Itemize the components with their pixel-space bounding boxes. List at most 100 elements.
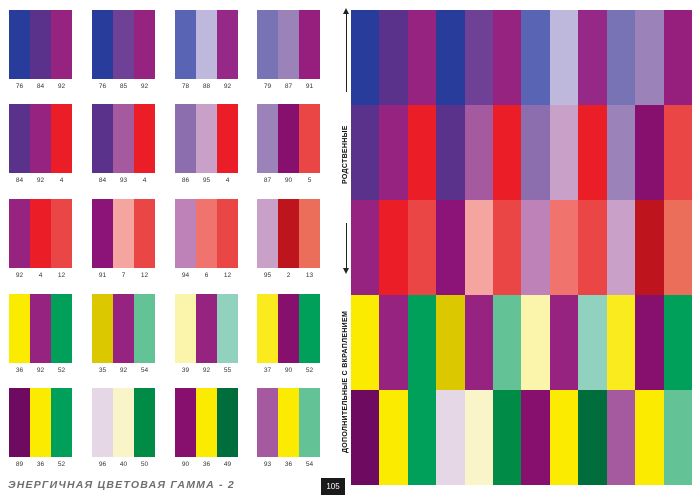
color-strip	[196, 10, 217, 79]
color-strip	[51, 10, 72, 79]
color-strip	[9, 104, 30, 173]
grid-color-cell	[606, 10, 636, 105]
page-number: 105	[321, 478, 345, 495]
swatch-number: 89	[15, 461, 24, 468]
grid-color-cell	[379, 295, 408, 390]
color-strip	[113, 199, 134, 268]
color-strip	[217, 10, 238, 79]
swatch-number: 12	[140, 272, 149, 279]
color-swatch-card	[92, 199, 155, 268]
swatch-number: 92	[140, 83, 149, 90]
grid-color-cell	[379, 10, 408, 105]
swatch-number: 12	[57, 272, 66, 279]
color-strip	[175, 10, 196, 79]
color-strip	[175, 199, 196, 268]
color-swatch-card	[175, 294, 238, 363]
color-strip	[217, 104, 238, 173]
color-strip	[175, 294, 196, 363]
grid-color-cell	[606, 295, 636, 390]
color-strip	[30, 294, 51, 363]
arrow-line-top	[346, 12, 347, 92]
swatch-number-row: 94 6 12	[175, 270, 238, 282]
color-strip	[299, 199, 320, 268]
grid-color-cell	[436, 10, 465, 105]
color-swatch-card	[92, 294, 155, 363]
grid-color-cell	[606, 200, 636, 295]
color-strip	[175, 104, 196, 173]
color-combination-grid	[351, 10, 692, 485]
color-strip	[51, 199, 72, 268]
color-strip	[92, 10, 113, 79]
color-strip	[51, 104, 72, 173]
grid-color-cell	[549, 295, 579, 390]
grid-color-cell	[606, 390, 636, 485]
swatch-number: 35	[98, 367, 107, 374]
swatch-number-row: 84 92 4	[9, 175, 72, 187]
grid-color-cell	[549, 105, 579, 200]
color-strip	[51, 294, 72, 363]
grid-color-cell	[379, 105, 408, 200]
grid-color-cell	[493, 295, 522, 390]
swatch-number: 36	[202, 461, 211, 468]
color-swatch-card	[257, 388, 320, 457]
swatch-number: 84	[36, 83, 45, 90]
grid-color-cell	[663, 295, 692, 390]
swatch-number-row: 95 2 13	[257, 270, 320, 282]
swatch-number: 84	[98, 177, 107, 184]
color-swatch-card	[175, 10, 238, 79]
color-strip	[196, 294, 217, 363]
color-swatch-card	[175, 388, 238, 457]
grid-color-cell	[351, 10, 380, 105]
color-strip	[9, 10, 30, 79]
swatch-number: 90	[181, 461, 190, 468]
grid-color-cell	[663, 200, 692, 295]
grid-color-cell	[549, 10, 579, 105]
color-strip	[278, 199, 299, 268]
color-strip	[278, 294, 299, 363]
color-swatch-card	[9, 10, 72, 79]
color-strip	[113, 104, 134, 173]
color-strip	[134, 199, 155, 268]
color-strip	[278, 388, 299, 457]
swatch-number: 6	[204, 272, 209, 279]
color-strip	[196, 199, 217, 268]
swatch-number: 54	[140, 367, 149, 374]
swatch-number: 87	[263, 177, 272, 184]
grid-color-cell	[578, 390, 607, 485]
grid-color-cell	[521, 105, 550, 200]
color-strip	[257, 10, 278, 79]
grid-color-cell	[521, 10, 550, 105]
swatch-number-row: 86 95 4	[175, 175, 238, 187]
color-strip	[92, 388, 113, 457]
color-swatch-card	[257, 10, 320, 79]
grid-color-cell	[436, 295, 465, 390]
grid-color-cell	[407, 105, 437, 200]
grid-color-cell	[351, 390, 380, 485]
swatch-number: 87	[284, 83, 293, 90]
grid-color-cell	[578, 10, 607, 105]
swatch-number: 4	[38, 272, 43, 279]
color-swatch-card	[257, 199, 320, 268]
color-swatch-card	[9, 388, 72, 457]
color-swatch-card	[92, 10, 155, 79]
color-strip	[257, 104, 278, 173]
color-strip	[257, 294, 278, 363]
color-swatch-card	[9, 294, 72, 363]
color-strip	[30, 10, 51, 79]
swatch-grid: 76 84 92 76 85 92 78 88 92 79 87 91 84 92 4 84 93 4 86 95 4 8…	[0, 0, 340, 495]
swatch-number: 52	[57, 367, 66, 374]
footer-title: ЭНЕРГИЧНАЯ ЦВЕТОВАЯ ГАММА - 2	[8, 479, 235, 491]
swatch-number: 4	[142, 177, 147, 184]
color-strip	[92, 104, 113, 173]
swatch-number: 96	[98, 461, 107, 468]
color-strip	[30, 199, 51, 268]
swatch-number: 5	[307, 177, 312, 184]
swatch-number: 86	[181, 177, 190, 184]
grid-color-cell	[464, 295, 494, 390]
swatch-number: 4	[225, 177, 230, 184]
color-swatch-card	[257, 294, 320, 363]
color-strip	[217, 388, 238, 457]
grid-color-cell	[521, 200, 550, 295]
grid-color-cell	[407, 200, 437, 295]
color-swatch-card	[92, 104, 155, 173]
